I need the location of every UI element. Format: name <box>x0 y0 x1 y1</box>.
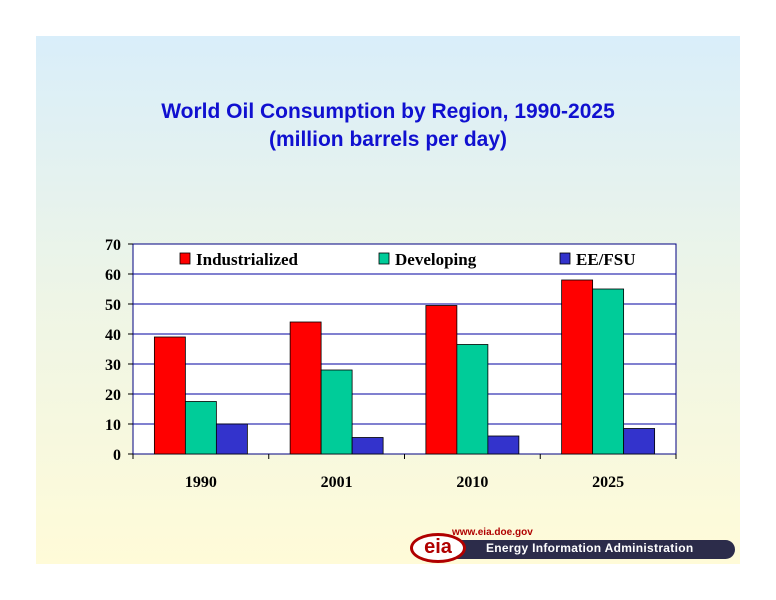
eia-logo: eia <box>410 533 466 563</box>
bar-ee-fsu-1990 <box>215 423 248 455</box>
y-tick-label: 30 <box>105 357 121 374</box>
y-tick-label: 60 <box>105 267 121 284</box>
y-tick-label: 20 <box>105 387 121 404</box>
x-tick-label: 2010 <box>456 474 488 491</box>
legend-label: EE/FSU <box>576 250 636 269</box>
bar-ee-fsu-2025 <box>623 428 656 455</box>
y-tick-label: 70 <box>105 237 121 254</box>
legend-swatch <box>179 252 191 265</box>
agency-name: Energy Information Administration <box>486 541 694 555</box>
website-url: www.eia.doe.gov <box>452 527 533 538</box>
x-tick-label: 2001 <box>321 474 353 491</box>
bar-developing-2001 <box>320 369 353 455</box>
bar-developing-2025 <box>592 288 625 455</box>
eia-logo-text: eia <box>424 536 452 558</box>
legend-label: Developing <box>395 250 477 269</box>
legend-swatch <box>559 252 571 265</box>
bar-developing-2010 <box>456 344 489 455</box>
y-tick-label: 40 <box>105 327 121 344</box>
bar-developing-1990 <box>184 401 217 455</box>
x-tick-label: 2025 <box>592 474 624 491</box>
chart-title: World Oil Consumption by Region, 1990-20… <box>161 100 615 123</box>
y-tick-label: 50 <box>105 297 121 314</box>
bar-industrialized-2025 <box>561 279 594 455</box>
bar-industrialized-2010 <box>425 305 458 455</box>
chart-subtitle: (million barrels per day) <box>268 128 508 151</box>
legend-swatch <box>378 252 390 265</box>
y-tick-label: 0 <box>113 447 121 464</box>
agency-banner <box>440 540 735 559</box>
bar-industrialized-1990 <box>153 336 186 455</box>
bar-ee-fsu-2001 <box>351 437 384 455</box>
bar-ee-fsu-2010 <box>487 435 520 455</box>
y-tick-label: 10 <box>105 417 121 434</box>
x-tick-label: 1990 <box>185 474 217 491</box>
legend-label: Industrialized <box>196 250 299 269</box>
bar-industrialized-2001 <box>289 321 322 455</box>
